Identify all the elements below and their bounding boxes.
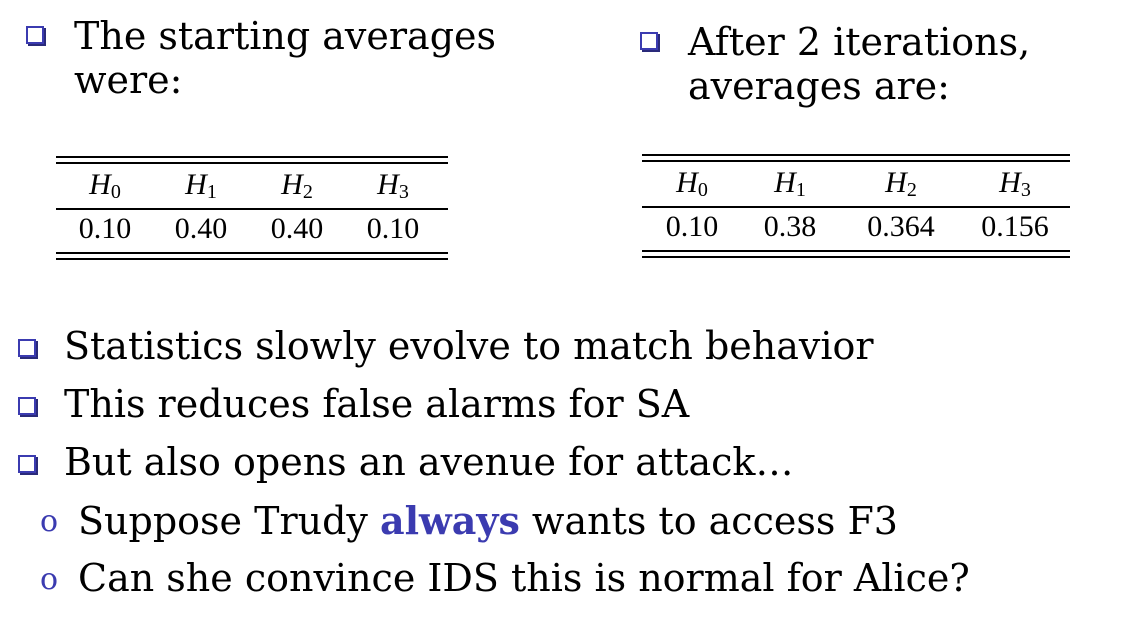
list-item-text: But also opens an avenue for attack… [64, 440, 794, 484]
table-rule [56, 252, 448, 254]
right-heading: After 2 iterations, averages are: [640, 20, 1100, 110]
list-item-text: Statistics slowly evolve to match behavi… [64, 324, 874, 368]
table-rule [642, 256, 1070, 258]
emphasis-always: always [379, 498, 520, 543]
checkbox-bullet-icon [640, 32, 658, 50]
left-heading-line1: The starting averages [74, 14, 497, 58]
value-cell: 0.38 [763, 210, 817, 243]
header-cell: H0 [676, 166, 708, 201]
header-cell: H2 [281, 168, 313, 203]
checkbox-bullet-icon [18, 455, 36, 473]
header-cell: H3 [999, 166, 1031, 201]
sub-list-item-text: Can she convince IDS this is normal for … [78, 556, 970, 600]
header-cell: H1 [774, 166, 806, 201]
value-cell: 0.10 [366, 212, 420, 245]
header-cell: H3 [377, 168, 409, 203]
checkbox-bullet-icon [26, 26, 44, 44]
circle-bullet-icon: o [40, 504, 59, 539]
table-after-iterations: H0 H1 H2 H3 0.10 0.38 0.364 0.156 [642, 154, 1070, 262]
circle-bullet-icon: o [40, 562, 59, 597]
table-rule [56, 156, 448, 158]
sub-list-item-text: Suppose Trudy always wants to access F3 [78, 498, 898, 543]
checkbox-bullet-icon [18, 397, 36, 415]
right-heading-line1: After 2 iterations, [688, 20, 1031, 64]
value-cell: 0.10 [665, 210, 719, 243]
value-cell: 0.156 [981, 210, 1049, 243]
value-cell: 0.40 [270, 212, 324, 245]
table-starting-averages: H0 H1 H2 H3 0.10 0.40 0.40 0.10 [56, 156, 448, 264]
table-rule [56, 162, 448, 164]
header-cell: H1 [185, 168, 217, 203]
value-cell: 0.10 [78, 212, 132, 245]
left-heading: The starting averages were: [26, 14, 586, 104]
table-rule [642, 206, 1070, 208]
left-heading-text: The starting averages were: [74, 14, 496, 102]
value-cell: 0.40 [174, 212, 228, 245]
list-item-text: This reduces false alarms for SA [64, 382, 690, 426]
header-cell: H2 [885, 166, 917, 201]
value-cell: 0.364 [867, 210, 935, 243]
header-cell: H0 [89, 168, 121, 203]
table-rule [56, 208, 448, 210]
right-heading-text: After 2 iterations, averages are: [688, 20, 1030, 108]
table-rule [642, 160, 1070, 162]
table-rule [642, 154, 1070, 156]
right-heading-line2: averages are: [688, 64, 950, 108]
table-rule [642, 250, 1070, 252]
table-rule [56, 258, 448, 260]
checkbox-bullet-icon [18, 339, 36, 357]
left-heading-line2: were: [74, 58, 183, 102]
